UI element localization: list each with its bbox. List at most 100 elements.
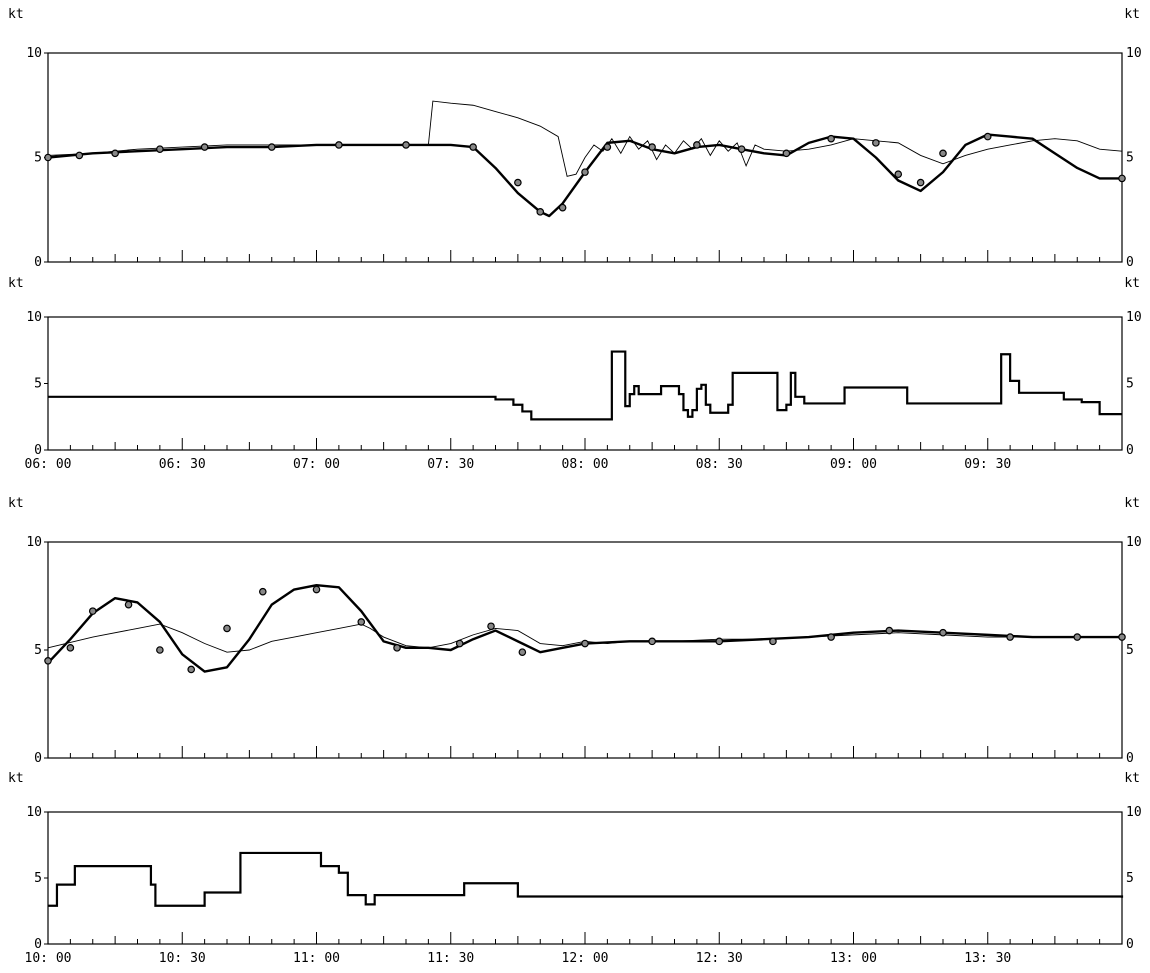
data-point-marker xyxy=(394,645,400,651)
series-line-thin xyxy=(48,624,1122,652)
unit-label-left: kt xyxy=(8,771,24,786)
data-point-marker xyxy=(828,135,834,141)
data-point-marker xyxy=(224,625,230,631)
data-point-marker xyxy=(770,638,776,644)
data-point-marker xyxy=(76,152,82,158)
y-tick-label-left: 0 xyxy=(34,937,42,952)
y-tick-label-left: 0 xyxy=(34,255,42,270)
data-point-marker xyxy=(313,586,319,592)
panel-1: kt kt 10 10 5 5 0 0 xyxy=(8,7,1142,270)
series-line-step xyxy=(48,853,1122,906)
data-point-marker xyxy=(738,146,744,152)
y-tick-label-left: 5 xyxy=(34,377,42,392)
plot-frame xyxy=(48,542,1122,758)
x-tick-label: 06: 00 xyxy=(25,457,72,472)
data-point-marker xyxy=(519,649,525,655)
data-point-marker xyxy=(985,133,991,139)
y-tick-label-right: 10 xyxy=(1126,310,1142,325)
y-tick-label-right: 10 xyxy=(1126,535,1142,550)
data-point-marker xyxy=(45,658,51,664)
data-point-marker xyxy=(125,601,131,607)
unit-label-left: kt xyxy=(8,276,24,291)
data-point-marker xyxy=(886,627,892,633)
y-tick-label-right: 5 xyxy=(1126,377,1134,392)
x-tick-label: 09: 00 xyxy=(830,457,877,472)
y-tick-label-right: 10 xyxy=(1126,805,1142,820)
y-tick-label-right: 0 xyxy=(1126,443,1134,458)
x-tick-label: 11: 30 xyxy=(427,951,474,966)
x-tick-label: 13: 30 xyxy=(964,951,1011,966)
data-point-marker xyxy=(1119,175,1125,181)
data-point-marker xyxy=(1074,634,1080,640)
data-point-marker xyxy=(716,638,722,644)
data-point-marker xyxy=(559,204,565,210)
y-tick-label-left: 5 xyxy=(34,151,42,166)
x-tick-label: 12: 30 xyxy=(696,951,743,966)
data-point-marker xyxy=(260,588,266,594)
data-point-marker xyxy=(895,171,901,177)
data-point-marker xyxy=(873,140,879,146)
data-point-marker xyxy=(582,169,588,175)
data-point-marker xyxy=(403,142,409,148)
plot-frame xyxy=(48,812,1122,944)
unit-label-left: kt xyxy=(8,7,24,22)
data-point-marker xyxy=(45,154,51,160)
y-tick-label-left: 0 xyxy=(34,751,42,766)
y-tick-label-right: 0 xyxy=(1126,255,1134,270)
data-point-marker xyxy=(358,619,364,625)
unit-label-right: kt xyxy=(1124,771,1140,786)
data-point-marker xyxy=(488,623,494,629)
data-point-marker xyxy=(67,645,73,651)
x-tick-label: 08: 00 xyxy=(562,457,609,472)
data-point-marker xyxy=(582,640,588,646)
series-line-thick xyxy=(48,585,1122,671)
data-point-marker xyxy=(188,666,194,672)
y-tick-label-right: 5 xyxy=(1126,643,1134,658)
x-tick-label: 10: 30 xyxy=(159,951,206,966)
data-point-marker xyxy=(1007,634,1013,640)
data-point-marker xyxy=(90,608,96,614)
y-tick-label-left: 10 xyxy=(26,310,42,325)
data-point-marker xyxy=(604,144,610,150)
x-tick-label: 11: 00 xyxy=(293,951,340,966)
data-point-marker xyxy=(694,142,700,148)
plot-frame xyxy=(48,317,1122,450)
x-tick-label: 12: 00 xyxy=(562,951,609,966)
y-tick-label-right: 5 xyxy=(1126,871,1134,886)
unit-label-right: kt xyxy=(1124,496,1140,511)
x-tick-label: 10: 00 xyxy=(25,951,72,966)
data-point-marker xyxy=(515,179,521,185)
data-point-marker xyxy=(157,146,163,152)
data-point-marker xyxy=(336,142,342,148)
x-tick-label: 07: 30 xyxy=(427,457,474,472)
data-point-marker xyxy=(269,144,275,150)
data-point-marker xyxy=(537,209,543,215)
y-tick-label-left: 0 xyxy=(34,443,42,458)
data-point-marker xyxy=(649,144,655,150)
data-point-marker xyxy=(1119,634,1125,640)
y-tick-label-left: 5 xyxy=(34,643,42,658)
x-tick-label: 07: 00 xyxy=(293,457,340,472)
data-point-marker xyxy=(470,144,476,150)
data-point-marker xyxy=(783,150,789,156)
unit-label-right: kt xyxy=(1124,7,1140,22)
y-tick-label-right: 10 xyxy=(1126,46,1142,61)
x-tick-label: 06: 30 xyxy=(159,457,206,472)
y-tick-label-right: 0 xyxy=(1126,937,1134,952)
data-point-marker xyxy=(649,638,655,644)
panel-3: kt kt 10 10 5 5 0 0 xyxy=(8,496,1142,766)
data-point-marker xyxy=(940,630,946,636)
data-point-marker xyxy=(157,647,163,653)
y-tick-label-left: 10 xyxy=(26,46,42,61)
x-tick-label: 13: 00 xyxy=(830,951,877,966)
y-tick-label-right: 0 xyxy=(1126,751,1134,766)
data-point-marker xyxy=(828,634,834,640)
y-tick-label-left: 5 xyxy=(34,871,42,886)
x-tick-label: 09: 30 xyxy=(964,457,1011,472)
data-point-marker xyxy=(201,144,207,150)
unit-label-left: kt xyxy=(8,496,24,511)
unit-label-right: kt xyxy=(1124,276,1140,291)
